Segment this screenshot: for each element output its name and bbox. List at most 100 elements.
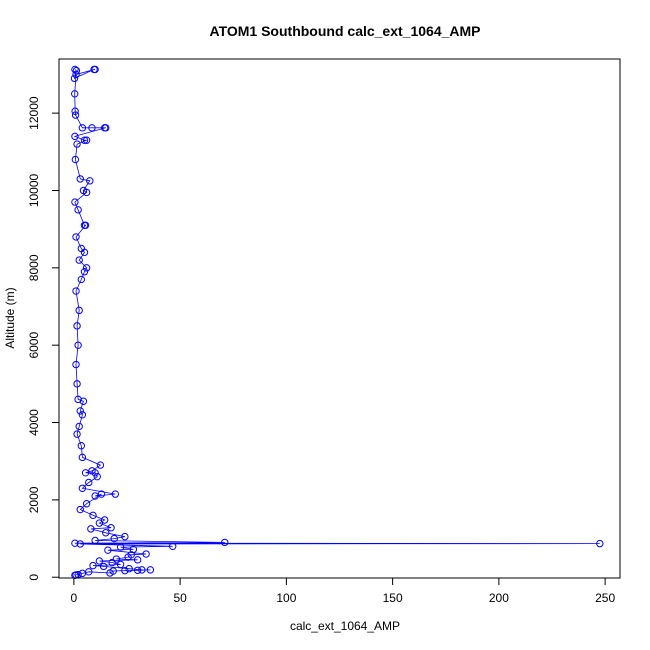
data-point — [81, 469, 90, 477]
data-point — [142, 550, 150, 558]
data-point — [125, 565, 133, 573]
data-point — [82, 500, 91, 508]
data-point — [107, 524, 115, 532]
data-point — [78, 453, 87, 462]
data-point — [71, 132, 79, 141]
data-point — [91, 469, 99, 477]
data-point — [110, 534, 118, 543]
data-point — [146, 566, 155, 574]
data-point — [99, 562, 108, 571]
series-line — [73, 69, 600, 576]
x-tick-label: 50 — [173, 591, 187, 605]
y-tick-label: 12000 — [27, 96, 41, 130]
x-tick-label: 0 — [71, 591, 78, 605]
data-point — [75, 422, 83, 431]
x-axis-label: calc_ext_1064_AMP — [290, 619, 400, 633]
data-point — [78, 411, 87, 419]
data-point — [87, 525, 95, 533]
data-point — [100, 516, 109, 524]
x-tick-label: 250 — [595, 591, 615, 605]
data-point — [76, 505, 84, 514]
data-point — [82, 264, 91, 272]
data-layer — [70, 65, 604, 579]
x-tick-label: 150 — [383, 591, 403, 605]
data-point — [91, 65, 99, 74]
data-point — [596, 539, 604, 548]
data-point — [76, 175, 84, 183]
data-point — [72, 360, 80, 369]
data-point — [121, 566, 129, 575]
data-point — [76, 407, 84, 415]
y-tick-label: 4000 — [27, 409, 41, 436]
data-point — [80, 248, 89, 257]
data-point — [78, 124, 87, 132]
y-axis: 0 2000 4000 6000 8000 10000 12000 — [27, 96, 60, 581]
data-point — [71, 65, 79, 74]
data-point — [116, 560, 125, 569]
data-point — [79, 397, 88, 405]
data-point — [111, 490, 120, 498]
x-axis: 0 50 100 150 200 250 — [71, 577, 615, 605]
data-point — [93, 472, 101, 481]
data-point — [85, 478, 93, 487]
data-point — [91, 492, 99, 500]
data-point — [71, 90, 79, 98]
data-point — [89, 561, 97, 570]
y-tick-label: 10000 — [27, 173, 41, 207]
chart-title: ATOM1 Southbound calc_ext_1064_AMP — [210, 23, 481, 39]
data-point — [82, 136, 91, 144]
data-point — [124, 553, 132, 561]
data-point — [91, 536, 99, 545]
data-point — [97, 490, 106, 498]
data-point — [72, 70, 80, 79]
data-point — [96, 461, 105, 469]
data-point — [71, 539, 79, 547]
data-point — [138, 566, 146, 574]
data-point — [72, 287, 80, 295]
data-point — [70, 74, 79, 83]
plot-frame — [58, 58, 621, 579]
data-point — [74, 206, 82, 214]
x-tick-label: 200 — [489, 591, 509, 605]
data-point — [72, 66, 81, 75]
data-point — [116, 543, 125, 551]
data-point — [133, 556, 142, 564]
y-axis-label: Altitude (m) — [3, 287, 17, 348]
data-point — [88, 124, 96, 132]
y-tick-label: 6000 — [27, 332, 41, 359]
data-point — [106, 569, 114, 577]
data-point — [71, 198, 79, 206]
data-point — [80, 268, 89, 276]
data-point — [73, 322, 81, 330]
data-point — [76, 540, 84, 548]
data-point — [75, 256, 83, 264]
data-point — [82, 188, 91, 197]
data-point — [95, 519, 104, 527]
data-point — [80, 136, 89, 144]
data-point — [73, 380, 81, 388]
y-tick-label: 0 — [27, 574, 41, 581]
data-point — [221, 538, 229, 547]
data-point — [73, 430, 81, 438]
data-point — [77, 275, 86, 284]
data-point — [95, 557, 104, 565]
y-tick-label: 8000 — [27, 254, 41, 281]
data-point — [73, 140, 81, 148]
data-point — [121, 532, 129, 541]
data-point — [71, 111, 80, 119]
data-point — [71, 107, 79, 115]
data-point — [86, 177, 94, 185]
data-point — [74, 341, 82, 349]
y-tick-label: 2000 — [27, 486, 41, 513]
data-point — [81, 221, 90, 229]
data-point — [168, 542, 177, 550]
data-point — [89, 511, 97, 520]
data-point — [72, 233, 80, 241]
data-point — [133, 566, 142, 574]
data-point — [104, 546, 112, 554]
data-point — [71, 155, 80, 164]
data-point — [108, 558, 116, 567]
data-point — [77, 442, 86, 450]
data-point — [75, 306, 83, 315]
